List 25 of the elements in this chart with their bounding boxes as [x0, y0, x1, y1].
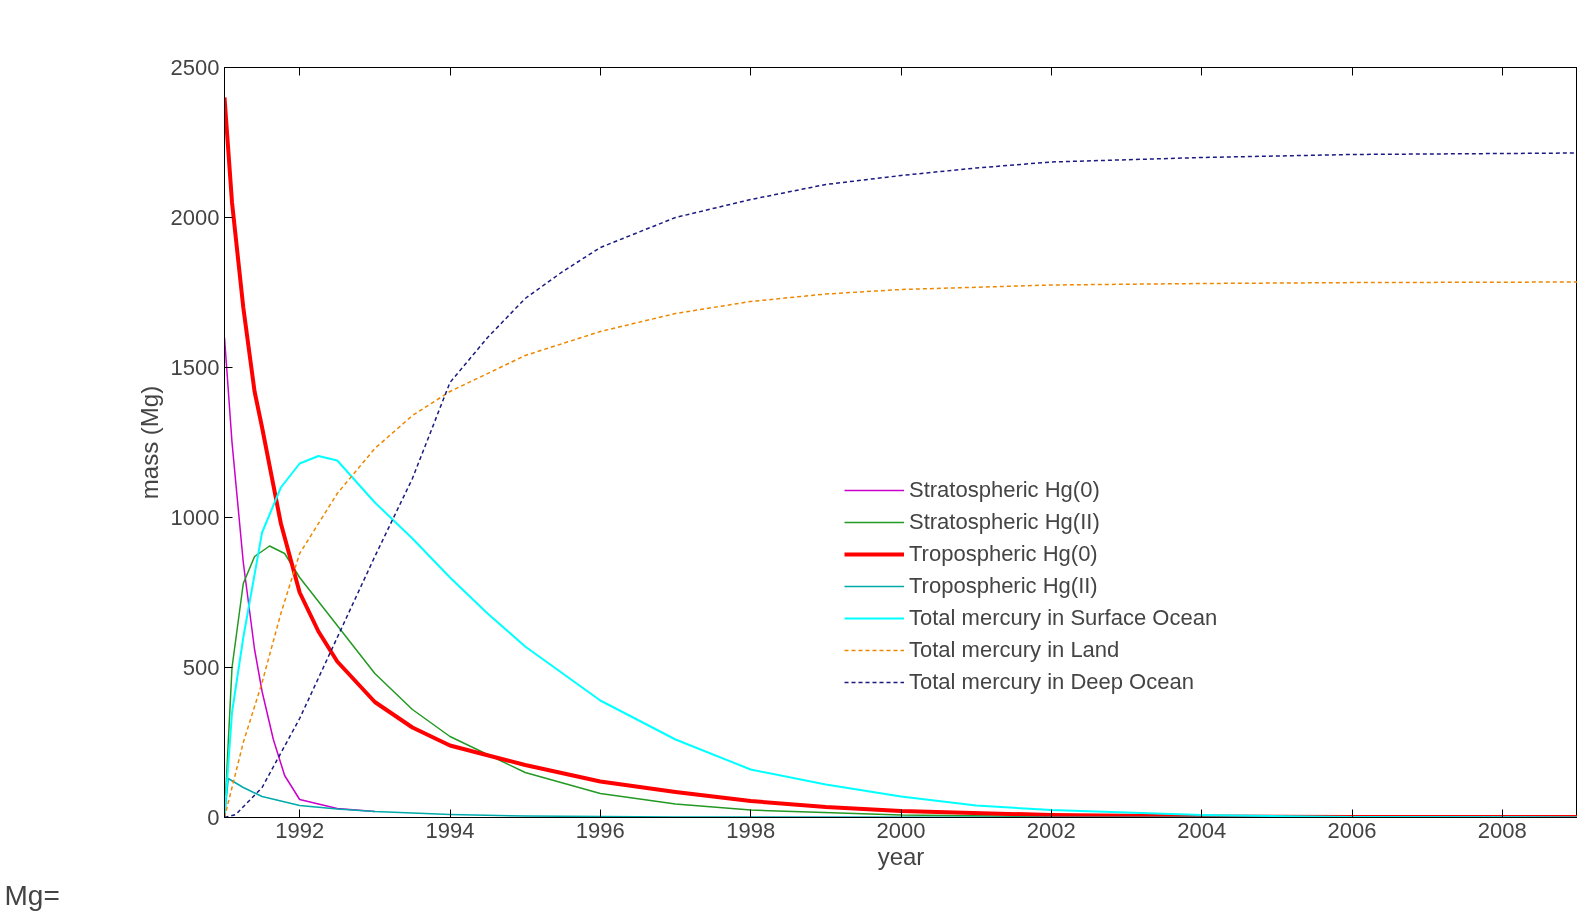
- x-tick-label: 1998: [726, 817, 776, 843]
- legend-label: Total mercury in Land: [909, 636, 1120, 664]
- legend-label: Tropospheric Hg(II): [909, 572, 1098, 600]
- y-axis-title: mass (Mg): [135, 385, 163, 500]
- legend-label: Total mercury in Surface Ocean: [909, 604, 1218, 632]
- x-tick-label: 2008: [1477, 817, 1527, 843]
- x-tick-label: 1992: [275, 817, 325, 843]
- y-tick-label: 1000: [170, 505, 220, 530]
- y-tick-label: 0: [207, 805, 220, 830]
- text: Mg=: [4, 879, 60, 911]
- x-tick-label: 2002: [1026, 817, 1076, 843]
- legend-label: Tropospheric Hg(0): [909, 540, 1098, 568]
- legend-label: Stratospheric Hg(0): [909, 476, 1100, 504]
- y-tick-label: 1500: [170, 355, 220, 380]
- x-tick-label: 2000: [876, 817, 926, 843]
- x-tick-label: 2004: [1177, 817, 1227, 843]
- y-tick-label: 500: [182, 655, 220, 680]
- y-tick-label: 2000: [170, 205, 220, 230]
- x-tick-label: 2006: [1327, 817, 1377, 843]
- x-axis-title: year: [877, 842, 925, 870]
- x-tick-label: 1994: [425, 817, 475, 843]
- x-tick-label: 1996: [575, 817, 625, 843]
- legend-label: Total mercury in Deep Ocean: [909, 668, 1194, 696]
- y-tick-label: 2500: [170, 55, 220, 80]
- legend-label: Stratospheric Hg(II): [909, 508, 1100, 536]
